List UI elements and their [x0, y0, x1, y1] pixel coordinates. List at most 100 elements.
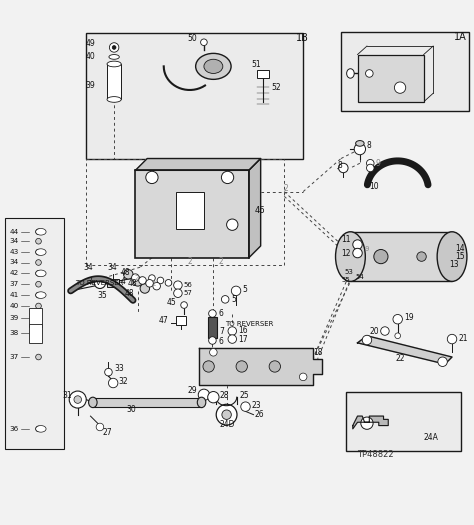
Text: 15: 15 [456, 253, 465, 261]
Text: 57: 57 [183, 290, 192, 296]
Ellipse shape [36, 426, 46, 432]
Circle shape [146, 171, 158, 184]
Text: 44: 44 [9, 229, 18, 235]
Circle shape [353, 240, 362, 249]
Text: 1B: 1B [296, 33, 309, 43]
Circle shape [96, 423, 104, 430]
Circle shape [447, 334, 457, 344]
Circle shape [105, 369, 112, 376]
Text: 32: 32 [119, 377, 128, 386]
Text: 13: 13 [450, 260, 459, 269]
Text: 16: 16 [238, 326, 248, 334]
FancyBboxPatch shape [175, 317, 186, 325]
Circle shape [269, 361, 281, 372]
Circle shape [366, 164, 374, 172]
Text: 9: 9 [365, 246, 369, 253]
Text: 43: 43 [9, 249, 18, 255]
Text: 24D: 24D [219, 419, 235, 428]
FancyBboxPatch shape [357, 55, 424, 102]
Circle shape [300, 373, 307, 381]
Text: 34: 34 [107, 262, 117, 272]
Text: 7: 7 [219, 327, 224, 335]
Circle shape [236, 361, 247, 372]
FancyBboxPatch shape [29, 308, 42, 327]
Circle shape [203, 361, 214, 372]
Text: 25: 25 [239, 391, 249, 400]
Text: 47: 47 [159, 316, 168, 324]
FancyBboxPatch shape [136, 170, 249, 258]
Text: 6: 6 [218, 337, 223, 346]
Circle shape [338, 163, 348, 173]
Circle shape [393, 314, 402, 324]
FancyBboxPatch shape [175, 192, 204, 229]
Circle shape [133, 277, 143, 286]
Circle shape [394, 82, 406, 93]
Text: 34: 34 [9, 238, 18, 244]
Ellipse shape [36, 228, 46, 235]
Circle shape [208, 392, 219, 403]
FancyBboxPatch shape [93, 398, 201, 407]
Text: 31: 31 [62, 391, 72, 400]
Text: 2: 2 [218, 257, 223, 266]
Text: 39: 39 [85, 81, 95, 90]
Text: 24A: 24A [424, 433, 438, 442]
FancyBboxPatch shape [341, 32, 469, 111]
Text: 29: 29 [187, 385, 197, 395]
Text: 21: 21 [458, 333, 468, 343]
Text: 48: 48 [125, 289, 134, 298]
Text: 2: 2 [152, 281, 156, 287]
Ellipse shape [107, 61, 121, 67]
Circle shape [201, 39, 207, 46]
Circle shape [216, 404, 237, 425]
Circle shape [74, 396, 82, 403]
Ellipse shape [437, 232, 467, 281]
Text: TO REVERSER: TO REVERSER [75, 280, 124, 286]
Text: 22: 22 [395, 354, 405, 363]
Ellipse shape [197, 397, 206, 407]
Text: 39: 39 [9, 315, 18, 321]
Text: 12: 12 [341, 248, 350, 258]
Text: 50: 50 [187, 34, 197, 43]
Text: 34: 34 [83, 262, 93, 272]
Text: TO REVERSER: TO REVERSER [225, 321, 273, 327]
Text: 11: 11 [341, 235, 350, 244]
Circle shape [221, 171, 234, 184]
Ellipse shape [36, 249, 46, 255]
Text: 54: 54 [355, 274, 364, 280]
FancyBboxPatch shape [208, 317, 217, 338]
FancyArrowPatch shape [338, 167, 340, 169]
Text: 38: 38 [9, 330, 18, 337]
Circle shape [36, 260, 41, 265]
FancyBboxPatch shape [257, 70, 269, 78]
Circle shape [209, 337, 216, 344]
Text: 40: 40 [9, 303, 18, 309]
Ellipse shape [356, 141, 364, 146]
Circle shape [132, 274, 139, 281]
Circle shape [149, 275, 155, 281]
Circle shape [36, 354, 41, 360]
Text: 1A: 1A [455, 32, 467, 41]
Circle shape [36, 238, 41, 244]
Circle shape [36, 426, 41, 432]
Circle shape [417, 252, 426, 261]
Ellipse shape [107, 97, 121, 102]
Text: 42: 42 [9, 270, 18, 276]
Text: 2: 2 [283, 184, 288, 193]
Circle shape [36, 229, 41, 235]
Ellipse shape [36, 292, 46, 298]
Circle shape [241, 402, 250, 412]
Text: 20: 20 [369, 327, 379, 335]
Text: 33: 33 [114, 364, 124, 373]
Circle shape [140, 284, 150, 293]
Text: 37: 37 [9, 281, 18, 287]
Circle shape [109, 43, 119, 52]
Text: 35: 35 [98, 291, 107, 300]
Circle shape [124, 270, 133, 279]
Text: 46: 46 [255, 206, 265, 215]
Polygon shape [249, 159, 261, 258]
Circle shape [94, 277, 106, 289]
Text: 34: 34 [9, 259, 18, 266]
Circle shape [228, 327, 237, 335]
Text: 8: 8 [367, 141, 372, 150]
Text: 14: 14 [456, 244, 465, 253]
